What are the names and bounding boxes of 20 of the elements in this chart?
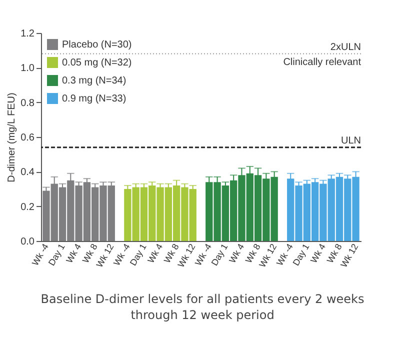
y-axis-title: D-dimer (mg/L FEU) [6,92,18,182]
x-tick-label: Wk 4 [146,242,165,265]
y-tick-label: 1.0 [20,63,35,74]
text: Baseline D-dimer levels for all patients every 2 weeks through 12 week period [40,291,366,323]
ref-line-label: ULN [340,135,361,146]
y-tick-label: 0.0 [20,236,35,248]
x-tick-label: Wk 4 [64,242,84,265]
y-tick-label: 0.4 [20,167,35,178]
y-tick-label: 0.6 [20,132,35,144]
annotation: Clinically relevant [283,56,362,68]
y-tick-label: 1.2 [20,28,35,40]
x-tick-label: Wk 4 [308,242,328,265]
legend-label: 0.05 mg (N=32) [62,58,132,68]
x-tick-label: Wk 4 [227,242,246,265]
legend-label: Placebo (N=30) [62,40,132,50]
ref-line-label: 2xULN [330,42,361,53]
legend-label: 0.9 mg (N=33) [62,94,126,104]
y-tick-label: 0.8 [20,98,35,109]
legend-label: 0.3 mg (N=34) [62,76,126,86]
y-tick-label: 0.2 [20,202,35,213]
